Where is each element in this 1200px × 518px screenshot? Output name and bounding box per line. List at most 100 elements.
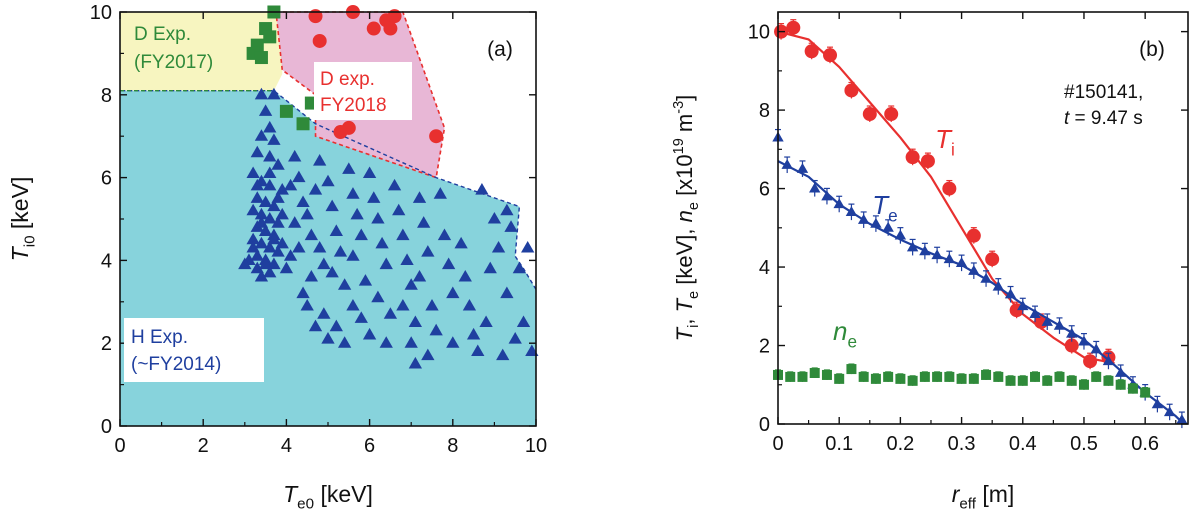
point-a-triangle-100 [429,323,443,336]
point-a-triangle-69 [346,187,360,199]
point-b-1-12 [919,245,931,256]
x-tick-label-a: 10 [525,435,547,457]
point-a-triangle-70 [350,207,364,220]
point-a-triangle-17 [254,207,269,220]
point-a-triangle-122 [521,240,535,253]
point-a-triangle-51 [304,228,319,241]
x-tick-label-a: 6 [364,435,375,457]
point-a-square-8 [296,117,310,131]
point-b-1-9 [882,221,894,232]
point-a-triangle-11 [263,178,277,191]
point-a-triangle-7 [263,149,277,162]
point-a-circle-6 [383,21,398,36]
panel-label-b: (b) [1139,38,1165,61]
point-b-2-2 [797,371,808,382]
point-a-triangle-114 [479,315,493,328]
point-a-triangle-75 [337,336,352,348]
y-tick-label-b: 2 [759,336,770,358]
point-b-2-25 [1078,379,1089,390]
point-a-triangle-33 [254,269,269,282]
point-a-triangle-84 [375,236,389,249]
point-a-triangle-68 [342,162,356,174]
point-a-triangle-66 [325,265,339,278]
point-b-0-10 [966,228,981,243]
point-a-triangle-57 [283,249,298,261]
x-tick-label-b: 0.5 [1070,433,1098,455]
point-a-triangle-80 [308,319,323,332]
y-tick-label-b: 4 [759,257,770,279]
point-a-triangle-88 [387,178,402,191]
point-b-0-11 [985,252,1000,267]
point-a-triangle-14 [258,195,273,207]
point-a-triangle-64 [329,224,343,236]
point-b-2-9 [883,371,894,382]
point-b-2-13 [932,371,943,382]
point-a-triangle-31 [250,261,264,274]
point-a-triangle-56 [317,257,331,270]
point-a-triangle-104 [437,228,452,241]
point-b-2-17 [981,369,992,380]
label-d-2018-box [314,62,412,120]
point-a-triangle-105 [441,257,456,270]
point-a-square-5 [254,51,268,65]
point-a-triangle-73 [358,274,373,286]
point-a-triangle-117 [491,240,506,253]
point-a-triangle-54 [313,154,327,166]
point-a-triangle-44 [250,178,264,191]
point-a-triangle-50 [300,207,314,220]
point-a-triangle-92 [404,278,418,290]
point-a-triangle-90 [396,228,410,241]
point-a-square-6 [279,104,293,118]
point-a-triangle-81 [362,166,377,179]
point-b-1-31 [1151,398,1164,409]
point-a-triangle-116 [487,212,502,224]
x-tick-label-a: 2 [198,435,209,457]
point-a-square-3 [263,30,277,44]
point-a-triangle-74 [329,319,343,332]
point-b-1-16 [968,264,980,275]
x-axis-label-a: Te0 [keV] [283,481,373,512]
point-a-triangle-86 [371,290,385,303]
point-a-triangle-76 [346,298,360,311]
point-b-2-27 [1103,375,1114,386]
point-a-triangle-38 [238,257,252,270]
panel-label-a: (a) [487,38,513,61]
point-b-2-5 [834,373,845,384]
point-b-1-22 [1041,315,1053,326]
point-b-2-11 [907,375,918,386]
point-a-circle-4 [312,33,327,48]
label-d-2017-line1: D Exp. [134,24,191,45]
point-a-triangle-34 [275,236,289,249]
point-a-triangle-16 [246,203,260,216]
label-h-exp-line2: (~FY2014) [131,354,221,375]
point-b-0-8 [920,154,935,169]
point-a-triangle-119 [496,348,510,361]
point-b-0-9 [942,181,957,196]
point-a-triangle-91 [400,253,414,265]
annotation-time: t = 9.47 s [1064,108,1143,129]
point-a-triangle-120 [508,332,522,344]
point-a-triangle-62 [321,174,335,187]
point-b-1-6 [845,206,858,217]
label-h-exp-box [124,318,264,382]
point-a-triangle-108 [408,356,423,369]
y-tick-label-b: 0 [759,414,770,436]
point-b-1-20 [1017,300,1029,311]
y-tick-label-b: 6 [759,179,770,201]
point-a-triangle-45 [283,178,298,191]
point-b-2-14 [944,371,955,382]
point-b-1-28 [1114,366,1127,377]
point-b-2-6 [846,364,857,375]
point-a-triangle-13 [250,191,264,203]
point-a-triangle-43 [271,191,285,203]
point-a-triangle-127 [475,183,489,195]
point-a-triangle-95 [412,191,427,203]
point-a-triangle-60 [296,286,310,299]
x-tick-label-a: 0 [114,435,125,457]
point-a-triangle-26 [271,245,285,257]
point-b-1-10 [894,229,907,240]
point-b-1-24 [1066,327,1078,338]
label-h-exp-line1: H Exp. [131,327,188,348]
point-b-1-15 [955,257,968,268]
point-a-triangle-19 [271,216,285,228]
